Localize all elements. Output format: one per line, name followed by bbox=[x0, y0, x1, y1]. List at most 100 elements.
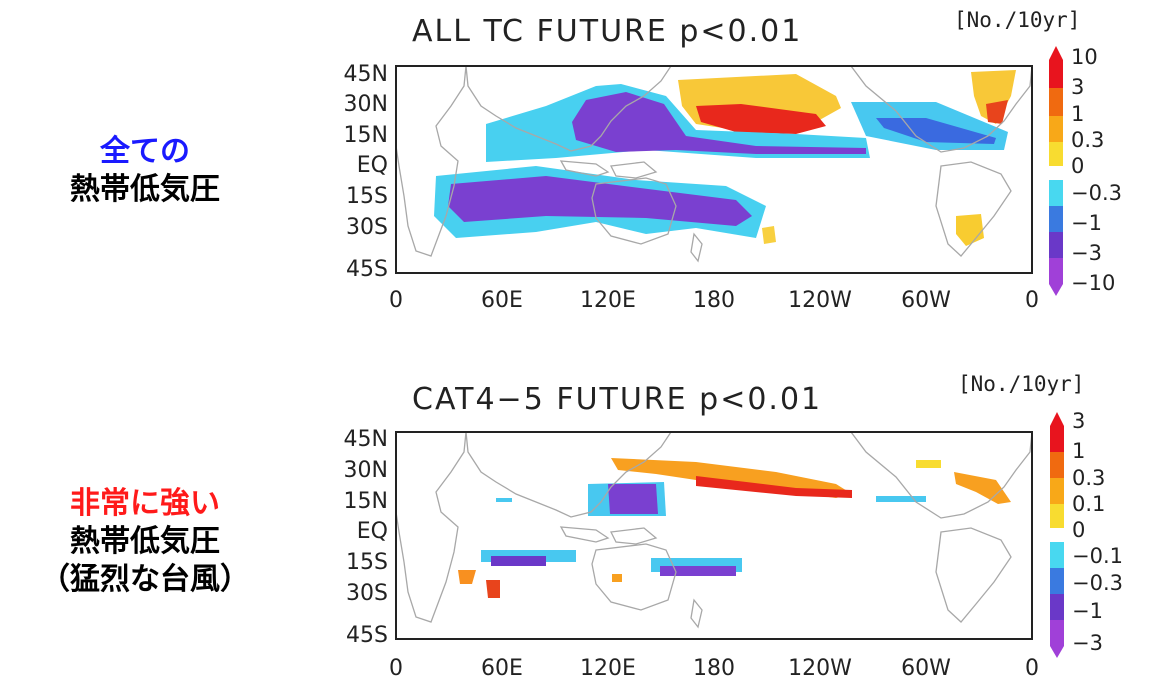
increase-region-small bbox=[762, 226, 776, 244]
x-tick-label: 120W bbox=[788, 288, 852, 313]
x-axis-top: 0 60E 120E 180 120W 60W 0 bbox=[389, 288, 1039, 313]
units-label-top: [No./10yr] bbox=[954, 8, 1081, 32]
x-tick-label: 60E bbox=[481, 288, 523, 313]
x-tick-label: 0 bbox=[1025, 656, 1039, 681]
units-label-bottom: [No./10yr] bbox=[958, 372, 1085, 396]
x-tick-label: 60W bbox=[901, 288, 951, 313]
colorbar-segment bbox=[1050, 452, 1064, 478]
side-label-line: 熱帯低気圧 bbox=[70, 524, 220, 559]
colorbar-label: −3 bbox=[1071, 241, 1102, 265]
colorbar-label: 0.1 bbox=[1072, 492, 1105, 516]
y-axis-top: 45N 30N 15N EQ 15S 30S 45S bbox=[344, 62, 388, 282]
y-tick-label: 45S bbox=[346, 257, 388, 282]
y-tick-label: 30S bbox=[346, 215, 388, 240]
increase-region-atlantic bbox=[971, 70, 1016, 124]
colorbar-segment bbox=[1049, 166, 1063, 180]
side-label-all-tc: 全ての 熱帯低気圧 bbox=[30, 133, 260, 209]
decrease-band-south-core bbox=[448, 176, 752, 226]
decrease-region-west-pacific-core bbox=[608, 484, 658, 514]
y-tick-label: EQ bbox=[357, 519, 388, 544]
colorbar-cap-top bbox=[1049, 46, 1063, 60]
colorbar-segment bbox=[1050, 478, 1064, 504]
increase-band-core bbox=[696, 476, 852, 498]
increase-region-small-atlantic bbox=[916, 460, 941, 468]
colorbar-segment bbox=[1049, 116, 1063, 142]
colorbar-label: −3 bbox=[1072, 631, 1103, 655]
colorbar-label: −10 bbox=[1071, 271, 1115, 295]
colorbar-label: −0.1 bbox=[1072, 544, 1123, 568]
colorbar-cap-top bbox=[1050, 412, 1064, 426]
colorbar-segment bbox=[1050, 528, 1064, 542]
decrease-band-south-pacific-core bbox=[660, 566, 736, 576]
increase-region-madagascar-2 bbox=[486, 580, 500, 598]
increase-region-atlantic-core bbox=[986, 100, 1008, 124]
side-label-line: （猛烈な台風） bbox=[40, 562, 250, 597]
colorbar-segment bbox=[1049, 60, 1063, 88]
increase-region-core bbox=[696, 104, 826, 134]
y-tick-label: 15S bbox=[346, 550, 388, 575]
decrease-dash-2 bbox=[876, 496, 926, 502]
map-panel-cat45 bbox=[395, 431, 1033, 640]
colorbar-label: 1 bbox=[1071, 102, 1084, 126]
colorbar-label: 0.3 bbox=[1072, 466, 1105, 490]
side-label-highlight: 全ての bbox=[100, 134, 190, 169]
colorbar-segment bbox=[1050, 542, 1064, 568]
side-label-highlight: 非常に強い bbox=[70, 486, 220, 521]
colorbar-label: 1 bbox=[1072, 439, 1085, 463]
y-tick-label: 30N bbox=[344, 92, 388, 117]
colorbar-label: 3 bbox=[1071, 75, 1084, 99]
map-panel-all-tc bbox=[395, 65, 1033, 274]
increase-region-madagascar bbox=[458, 570, 476, 584]
decrease-dash bbox=[496, 498, 512, 502]
y-tick-label: 45S bbox=[346, 623, 388, 648]
colorbar-segment bbox=[1049, 232, 1063, 258]
decrease-band-south-indian-core bbox=[491, 556, 546, 566]
y-tick-label: 15S bbox=[346, 184, 388, 209]
increase-region-atlantic bbox=[954, 472, 1011, 504]
x-tick-label: 120E bbox=[580, 288, 636, 313]
increase-region-south-atlantic bbox=[956, 214, 984, 246]
x-tick-label: 0 bbox=[1025, 288, 1039, 313]
colorbar-label: 10 bbox=[1071, 45, 1098, 69]
map-frame bbox=[395, 65, 1033, 274]
panel-title-top: ALL TC FUTURE p<0.01 bbox=[412, 14, 803, 49]
x-tick-label: 0 bbox=[389, 288, 403, 313]
decrease-band-north bbox=[486, 84, 870, 162]
panel-title-bottom: CAT4−5 FUTURE p<0.01 bbox=[412, 382, 823, 417]
y-tick-label: EQ bbox=[357, 153, 388, 178]
colorbar-label: 0 bbox=[1072, 518, 1085, 542]
y-tick-label: 30S bbox=[346, 581, 388, 606]
x-tick-label: 120W bbox=[788, 656, 852, 681]
colorbar-cap-bottom bbox=[1050, 646, 1064, 658]
colorbar-top: 10 3 1 0.3 0 −0.3 −1 −3 −10 bbox=[1049, 45, 1122, 296]
colorbar-segment bbox=[1050, 620, 1064, 646]
decrease-band-north-core bbox=[572, 92, 866, 154]
colorbar-segment bbox=[1050, 504, 1064, 528]
x-tick-label: 60W bbox=[901, 656, 951, 681]
colorbar-label: 0.3 bbox=[1071, 128, 1104, 152]
colorbar-label: −0.3 bbox=[1071, 181, 1122, 205]
colorbar-segment bbox=[1050, 426, 1064, 452]
y-tick-label: 45N bbox=[344, 62, 388, 87]
increase-region-small-2 bbox=[612, 574, 622, 582]
colorbar-segment bbox=[1049, 258, 1063, 284]
side-label-line: 熱帯低気圧 bbox=[70, 172, 220, 207]
x-tick-label: 0 bbox=[389, 656, 403, 681]
colorbar-label: −0.3 bbox=[1072, 571, 1123, 595]
colorbar-label: −1 bbox=[1071, 211, 1102, 235]
colorbar-cap-bottom bbox=[1049, 284, 1063, 296]
colorbar-label: 3 bbox=[1072, 409, 1085, 433]
y-tick-label: 15N bbox=[344, 123, 388, 148]
y-axis-bottom: 45N 30N 15N EQ 15S 30S 45S bbox=[344, 427, 388, 648]
colorbar-segment bbox=[1049, 88, 1063, 116]
colorbar-segment bbox=[1050, 568, 1064, 594]
colorbar-segment bbox=[1050, 594, 1064, 620]
x-tick-label: 60E bbox=[481, 656, 523, 681]
y-tick-label: 15N bbox=[344, 489, 388, 514]
x-tick-label: 180 bbox=[693, 656, 735, 681]
x-axis-bottom: 0 60E 120E 180 120W 60W 0 bbox=[389, 656, 1039, 681]
colorbar-segment bbox=[1049, 142, 1063, 166]
side-label-cat45: 非常に強い 熱帯低気圧 （猛烈な台風） bbox=[20, 485, 270, 599]
map-frame bbox=[395, 431, 1033, 640]
colorbar-segment bbox=[1049, 206, 1063, 232]
